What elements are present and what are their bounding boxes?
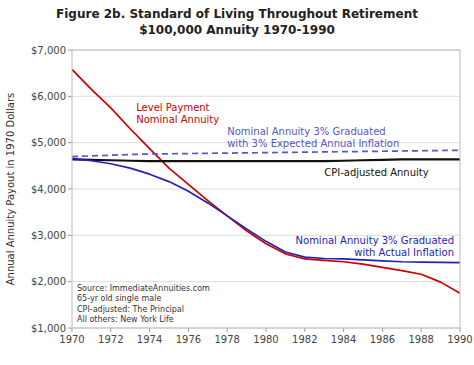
x-tick-label: 1976 — [176, 334, 201, 345]
grid-line — [72, 281, 460, 282]
x-tick-label: 1980 — [253, 334, 278, 345]
series-label: Nominal Annuity 3% Graduatedwith Actual … — [296, 235, 454, 258]
x-tick — [72, 328, 73, 332]
series-label: Nominal Annuity 3% Graduatedwith 3% Expe… — [227, 126, 399, 149]
series-line — [72, 159, 460, 161]
title: Figure 2b. Standard of Living Throughout… — [56, 7, 418, 21]
x-tick-label: 1990 — [447, 334, 472, 345]
y-tick-label: $6,000 — [31, 91, 66, 102]
grid-line — [72, 189, 460, 190]
y-tick-label: $1,000 — [31, 323, 66, 334]
x-tick-label: 1982 — [292, 334, 317, 345]
x-tick-label: 1986 — [370, 334, 395, 345]
y-tick-label: $3,000 — [31, 230, 66, 241]
series-line — [72, 150, 460, 156]
x-tick-label: 1988 — [408, 334, 433, 345]
x-tick — [188, 328, 189, 332]
x-tick — [382, 328, 383, 332]
x-tick — [304, 328, 305, 332]
series-label: CPI-adjusted Annuity — [324, 167, 429, 178]
plot-frame — [72, 50, 460, 328]
y-tick — [68, 50, 72, 51]
grid — [72, 50, 460, 328]
x-tick-label: 1984 — [331, 334, 356, 345]
y-tick — [68, 235, 72, 236]
y-tick — [68, 281, 72, 282]
x-tick — [343, 328, 344, 332]
y-axis-label: Annual Annuity Payout in 1970 Dollars — [5, 93, 16, 286]
grid-line — [72, 96, 460, 97]
y-tick — [68, 189, 72, 190]
y-tick-label: $5,000 — [31, 137, 66, 148]
series-line — [72, 158, 460, 262]
x-tick — [266, 328, 267, 332]
chart: Figure 2b. Standard of Living Throughout… — [0, 0, 474, 365]
x-tick-label: 1974 — [137, 334, 162, 345]
y-tick-label: $4,000 — [31, 184, 66, 195]
y-tick — [68, 328, 72, 329]
series-label: Level PaymentNominal Annuity — [136, 102, 219, 125]
y-tick — [68, 96, 72, 97]
y-tick-label: $7,000 — [31, 45, 66, 56]
lines — [72, 69, 460, 293]
series-line — [72, 69, 460, 293]
y-tick-label: $2,000 — [31, 276, 66, 287]
x-tick — [110, 328, 111, 332]
y-tick — [68, 142, 72, 143]
x-tick — [149, 328, 150, 332]
source-note: Source: ImmediateAnnuities.com65-yr old … — [77, 284, 210, 325]
x-tick — [460, 328, 461, 332]
x-tick-label: 1970 — [59, 334, 84, 345]
x-tick-label: 1972 — [98, 334, 123, 345]
x-tick-label: 1978 — [214, 334, 239, 345]
x-tick — [227, 328, 228, 332]
subtitle: $100,000 Annuity 1970-1990 — [139, 23, 335, 37]
x-tick — [421, 328, 422, 332]
